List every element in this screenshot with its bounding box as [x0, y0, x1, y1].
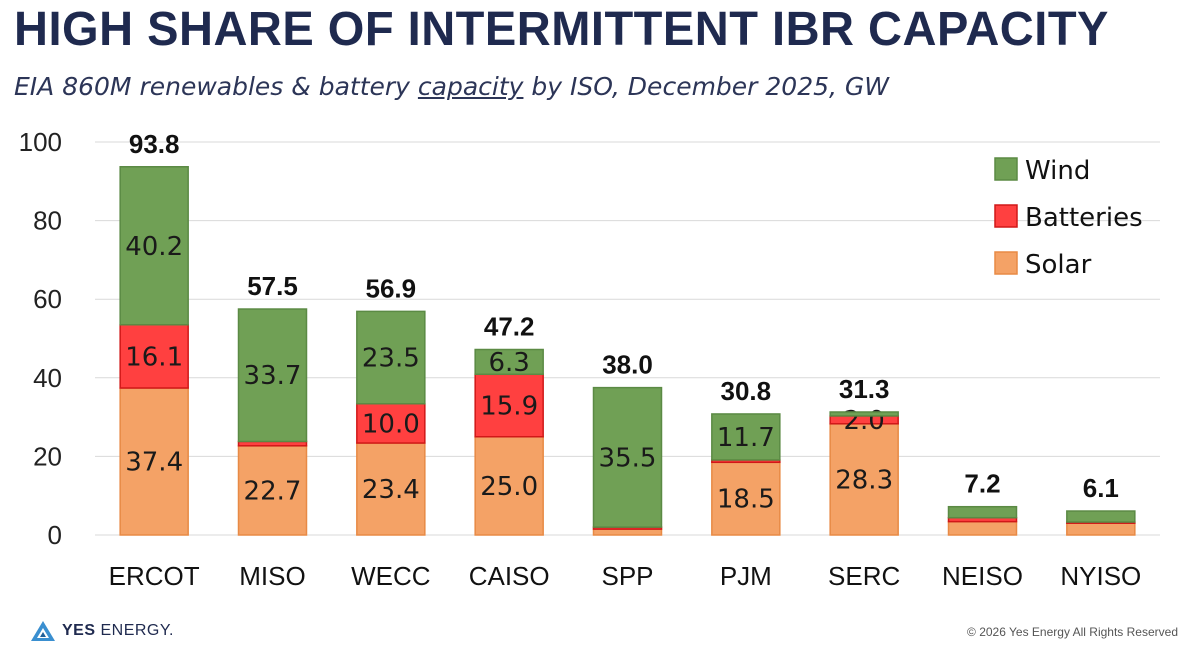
x-tick-label: PJM [720, 561, 772, 591]
chart-subtitle: EIA 860M renewables & battery capacity b… [14, 72, 889, 101]
subtitle-prefix: EIA 860M renewables & battery [14, 72, 418, 101]
data-label: 35.5 [599, 443, 657, 473]
data-label: 2.0 [843, 406, 884, 436]
total-label: 38.0 [602, 350, 653, 380]
total-label: 30.8 [721, 376, 772, 406]
bar-segment-wind [356, 310, 426, 405]
stacked-bar-chart: 0 20 40 60 80 100 37.4 16.1 40.2 93.8 ERCOT 22.7 33.… [19, 127, 1160, 591]
bar-segment-wind [829, 411, 899, 417]
data-label: 23.5 [362, 344, 420, 374]
data-label: 18.5 [717, 485, 775, 515]
total-label: 7.2 [964, 469, 1000, 499]
total-label: 47.2 [484, 312, 535, 342]
y-tick-label: 80 [33, 206, 62, 236]
data-label: 23.4 [362, 475, 420, 505]
bar-segment-solar [947, 520, 1018, 536]
x-tick-label: SERC [828, 561, 900, 591]
y-tick-label: 20 [33, 441, 62, 471]
page-title: HIGH SHARE OF INTERMITTENT IBR CAPACITY [14, 3, 1109, 56]
legend-swatch-solar [994, 251, 1018, 275]
x-tick-label: NYISO [1060, 561, 1141, 591]
bar-segment-wind [592, 386, 663, 528]
bar-segment-wind [1066, 510, 1136, 523]
bar-segment-solar [592, 528, 663, 536]
data-label: 33.7 [244, 361, 302, 391]
logo-mark-icon [31, 621, 55, 641]
subtitle-suffix: by ISO, December 2025, GW [523, 72, 890, 101]
x-tick-label: WECC [351, 561, 430, 591]
total-label: 57.5 [247, 271, 298, 301]
legend-swatch-batteries [994, 204, 1018, 228]
legend-label: Batteries [1025, 203, 1143, 233]
data-label: 10.0 [362, 409, 420, 439]
bar-segment-solar [1066, 522, 1136, 536]
data-label: 28.3 [835, 465, 893, 495]
data-label: 22.7 [244, 476, 302, 506]
total-label: 93.8 [129, 129, 180, 159]
data-label: 40.2 [125, 232, 183, 262]
legend-swatch-wind [994, 157, 1018, 181]
bar-segment-solar [237, 445, 308, 536]
y-tick-label: 60 [33, 284, 62, 314]
y-tick-label: 40 [33, 363, 62, 393]
logo-text: YES ENERGY. [62, 622, 174, 639]
bar-segment-solar [711, 461, 781, 536]
x-tick-label: NEISO [942, 561, 1023, 591]
total-label: 56.9 [366, 273, 417, 303]
bar-segment-wind [711, 413, 781, 461]
data-label: 25.0 [480, 472, 538, 502]
subtitle-underlined-word: capacity [417, 72, 524, 101]
yes-energy-logo: YES ENERGY. [30, 620, 174, 642]
x-tick-label: ERCOT [109, 561, 200, 591]
bar-segment-solar [474, 436, 544, 536]
x-tick-label: SPP [601, 561, 653, 591]
bar-segment-wind [119, 166, 189, 326]
bar-segment-wind [474, 348, 544, 376]
data-label: 11.7 [717, 423, 775, 453]
data-label: 16.1 [125, 342, 183, 372]
x-tick-label: MISO [239, 561, 305, 591]
bar-segment-wind [237, 308, 308, 443]
data-label: 37.4 [125, 448, 183, 478]
y-tick-label: 100 [19, 127, 62, 157]
bar-segment-batteries [474, 373, 544, 438]
legend-label: Wind [1025, 156, 1090, 186]
data-label: 15.9 [480, 392, 538, 422]
x-tick-label: CAISO [469, 561, 550, 591]
copyright-text: © 2026 Yes Energy All Rights Reserved [967, 625, 1178, 639]
y-tick-label: 0 [48, 520, 62, 550]
total-label: 6.1 [1083, 473, 1119, 503]
data-label: 6.3 [488, 348, 529, 378]
legend-label: Solar [1025, 250, 1092, 280]
bar-segment-wind [947, 505, 1018, 519]
total-label: 31.3 [839, 374, 890, 404]
